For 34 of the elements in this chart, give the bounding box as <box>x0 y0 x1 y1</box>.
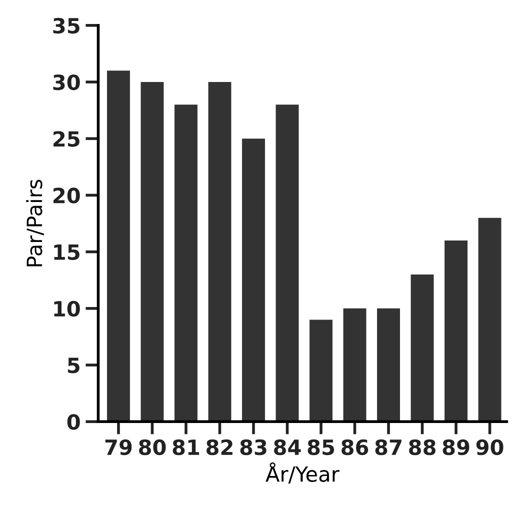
bar <box>208 82 232 422</box>
x-tick-label: 79 <box>105 439 132 456</box>
bar <box>343 308 366 422</box>
x-tick-label: 83 <box>240 439 266 456</box>
bar <box>140 82 164 422</box>
x-tick-label: 84 <box>274 439 301 456</box>
bar <box>410 274 434 422</box>
bar <box>478 218 502 422</box>
y-tick-label: 35 <box>53 18 80 34</box>
x-tick-label: 81 <box>172 439 200 456</box>
bar <box>377 308 400 422</box>
x-tick-label: 87 <box>375 439 402 456</box>
bar <box>242 138 265 422</box>
y-tick-label: 30 <box>53 74 80 90</box>
y-tick-label: 20 <box>54 188 80 204</box>
y-tick-label: 10 <box>54 300 80 317</box>
x-tick-label: 85 <box>308 439 334 456</box>
x-tick-label: 90 <box>476 439 504 456</box>
y-tick-label: 5 <box>68 358 80 374</box>
x-tick-label: 88 <box>409 439 436 456</box>
x-tick-label: 82 <box>206 439 232 456</box>
bar <box>310 320 332 422</box>
x-tick-label: 89 <box>442 439 470 456</box>
x-tick-label: 80 <box>139 439 166 456</box>
bar <box>174 104 198 422</box>
x-tick-label: 86 <box>342 439 368 456</box>
bar <box>444 240 468 422</box>
y-tick-label: 15 <box>54 244 80 260</box>
y-tick-label: 25 <box>54 131 80 147</box>
y-tick-label: 0 <box>67 414 80 430</box>
bar <box>107 70 130 422</box>
bar <box>276 104 299 422</box>
y-axis-title: Par/Pairs <box>26 180 44 266</box>
x-axis-title: År/Year <box>266 462 340 484</box>
